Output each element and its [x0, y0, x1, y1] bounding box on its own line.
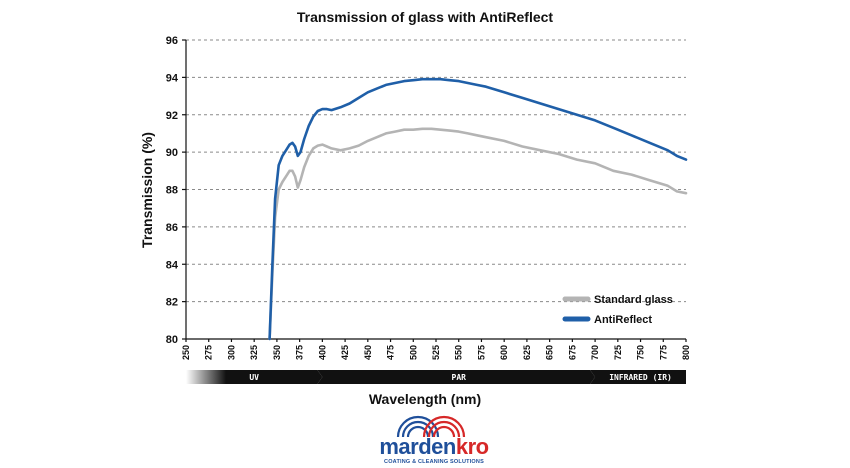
ytick-label-84: 84	[166, 259, 179, 271]
xtick-label-575: 575	[476, 345, 486, 360]
legend: Standard glass AntiReflect	[562, 294, 673, 326]
xtick-label-600: 600	[499, 345, 509, 360]
xtick-label-750: 750	[636, 345, 646, 360]
xtick-label-675: 675	[567, 345, 577, 360]
xtick-label-325: 325	[249, 345, 259, 360]
legend-label-antireflect: AntiReflect	[594, 314, 652, 326]
ytick-label-88: 88	[166, 185, 178, 197]
mardenkro-logo: mardenkro COATING & CLEANING SOLUTIONS	[379, 415, 489, 465]
ytick-label-86: 86	[166, 222, 178, 234]
band-label-infrared: INFRARED (IR)	[609, 373, 672, 382]
ytick-label-94: 94	[166, 72, 179, 84]
x-axis-label: Wavelength (nm)	[369, 391, 481, 407]
logo-wordmark: mardenkro	[379, 434, 488, 459]
ytick-label-90: 90	[166, 147, 178, 159]
xtick-label-400: 400	[317, 345, 327, 360]
xtick-label-425: 425	[340, 345, 350, 360]
ytick-label-82: 82	[166, 297, 178, 309]
xtick-label-500: 500	[408, 345, 418, 360]
band-fade-left	[186, 370, 226, 384]
xtick-label-375: 375	[295, 345, 305, 360]
xtick-label-450: 450	[363, 345, 373, 360]
xtick-label-700: 700	[590, 345, 600, 360]
band-infrared	[590, 370, 686, 384]
xtick-label-650: 650	[545, 345, 555, 360]
xtick-label-475: 475	[386, 345, 396, 360]
xtick-label-300: 300	[226, 345, 236, 360]
series-lines	[268, 77, 688, 341]
logo-wordmark-part2: kro	[456, 434, 489, 459]
xtick-label-250: 250	[181, 345, 191, 360]
ytick-label-96: 96	[166, 35, 178, 47]
y-tick-labels: 80 82 84 86 88 90 92 94 96	[166, 35, 179, 346]
logo-arcs-icon	[396, 415, 466, 438]
legend-label-standard-glass: Standard glass	[594, 294, 673, 306]
band-label-par: PAR	[452, 373, 467, 382]
xtick-label-725: 725	[613, 345, 623, 360]
xtick-label-550: 550	[454, 345, 464, 360]
xtick-label-800: 800	[681, 345, 691, 360]
xtick-label-350: 350	[272, 345, 282, 360]
xtick-label-275: 275	[204, 345, 214, 360]
logo-tagline: COATING & CLEANING SOLUTIONS	[384, 459, 484, 465]
ytick-label-80: 80	[166, 334, 178, 346]
spectrum-bands: UV PAR INFRARED (IR)	[186, 370, 686, 384]
xtick-label-775: 775	[658, 345, 668, 360]
xtick-label-525: 525	[431, 345, 441, 360]
series-line-standard-glass	[268, 127, 688, 341]
band-label-uv: UV	[249, 373, 259, 382]
chart-title: Transmission of glass with AntiReflect	[297, 9, 554, 25]
xtick-label-625: 625	[522, 345, 532, 360]
band-par	[317, 370, 596, 384]
logo-wordmark-part1: marden	[379, 434, 456, 459]
series-line-antireflect	[268, 77, 688, 341]
x-tick-labels: 250 275 300 325 350 375 400 425 450 475 500 525 550 5…	[181, 345, 691, 360]
ytick-label-92: 92	[166, 110, 178, 122]
y-axis-label: Transmission (%)	[139, 132, 155, 248]
